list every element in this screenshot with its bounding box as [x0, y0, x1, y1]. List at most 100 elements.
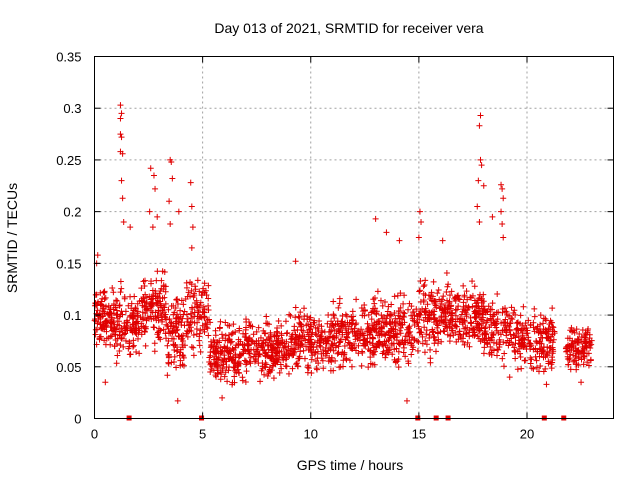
data-point — [349, 308, 356, 315]
data-point — [424, 301, 431, 308]
data-point — [373, 325, 380, 332]
data-point — [365, 311, 372, 318]
data-point — [305, 365, 312, 372]
data-point — [527, 354, 534, 361]
data-point — [325, 311, 332, 318]
data-point — [149, 309, 156, 316]
data-point — [250, 346, 257, 353]
data-point — [118, 285, 125, 292]
data-point — [128, 300, 135, 307]
data-point — [207, 319, 214, 326]
data-point — [141, 282, 148, 289]
data-point — [518, 365, 525, 372]
data-point — [335, 304, 342, 311]
data-point — [210, 367, 217, 374]
data-point — [155, 334, 162, 341]
data-point — [214, 369, 221, 376]
data-point — [327, 346, 334, 353]
data-point — [361, 342, 368, 349]
data-point — [365, 364, 372, 371]
data-point — [318, 350, 325, 357]
data-point — [337, 338, 344, 345]
data-point — [543, 334, 550, 341]
data-point — [272, 352, 279, 359]
data-point — [126, 340, 133, 347]
data-point — [152, 295, 159, 302]
data-point — [408, 340, 415, 347]
data-point — [388, 327, 395, 334]
data-point — [486, 350, 493, 357]
data-point — [259, 359, 266, 366]
data-point — [511, 344, 518, 351]
x-axis-label: GPS time / hours — [297, 457, 404, 473]
data-point — [395, 356, 402, 363]
data-point — [197, 348, 204, 355]
data-point — [218, 331, 225, 338]
data-point — [575, 354, 582, 361]
data-point — [400, 349, 407, 356]
data-point — [178, 319, 185, 326]
data-point — [169, 175, 176, 182]
data-point — [196, 288, 203, 295]
data-point — [505, 342, 512, 349]
data-point — [165, 330, 172, 337]
data-point — [217, 318, 224, 325]
data-point — [318, 323, 325, 330]
data-point — [323, 350, 330, 357]
data-point — [231, 373, 238, 380]
data-point — [579, 327, 586, 334]
data-point — [584, 359, 591, 366]
data-point — [367, 354, 374, 361]
data-point — [471, 308, 478, 315]
data-point — [194, 304, 201, 311]
data-point — [423, 307, 430, 314]
data-point — [487, 311, 494, 318]
data-point — [153, 277, 160, 284]
data-point — [134, 308, 141, 315]
data-point — [289, 365, 296, 372]
data-point — [171, 353, 178, 360]
data-point — [292, 258, 299, 265]
data-point — [295, 313, 302, 320]
grid — [94, 56, 614, 419]
data-point — [480, 350, 487, 357]
data-point — [195, 309, 202, 316]
data-point — [452, 312, 459, 319]
data-point — [431, 297, 438, 304]
data-point — [367, 347, 374, 354]
data-point — [419, 333, 426, 340]
data-point — [391, 356, 398, 363]
data-point — [117, 289, 124, 296]
data-point — [548, 361, 555, 368]
data-point — [348, 326, 355, 333]
data-point — [432, 337, 439, 344]
data-point — [571, 329, 578, 336]
data-point — [194, 277, 201, 284]
data-point — [368, 316, 375, 323]
data-point — [141, 277, 148, 284]
data-point — [130, 342, 137, 349]
x-tick-label: 20 — [520, 427, 534, 442]
data-point — [288, 333, 295, 340]
data-point — [207, 349, 214, 356]
data-point — [578, 379, 585, 386]
data-point — [399, 337, 406, 344]
data-point — [305, 326, 312, 333]
data-point — [183, 330, 190, 337]
data-point — [222, 319, 229, 326]
data-point — [287, 312, 294, 319]
data-point — [431, 308, 438, 315]
data-point — [325, 328, 332, 335]
data-point — [301, 313, 308, 320]
data-point — [123, 318, 130, 325]
data-point — [550, 348, 557, 355]
data-point — [473, 302, 480, 309]
data-point — [395, 340, 402, 347]
data-point — [227, 339, 234, 346]
data-point — [502, 322, 509, 329]
data-point — [516, 337, 523, 344]
data-point — [146, 208, 153, 215]
data-point — [537, 321, 544, 328]
data-point — [334, 350, 341, 357]
data-point — [191, 313, 198, 320]
